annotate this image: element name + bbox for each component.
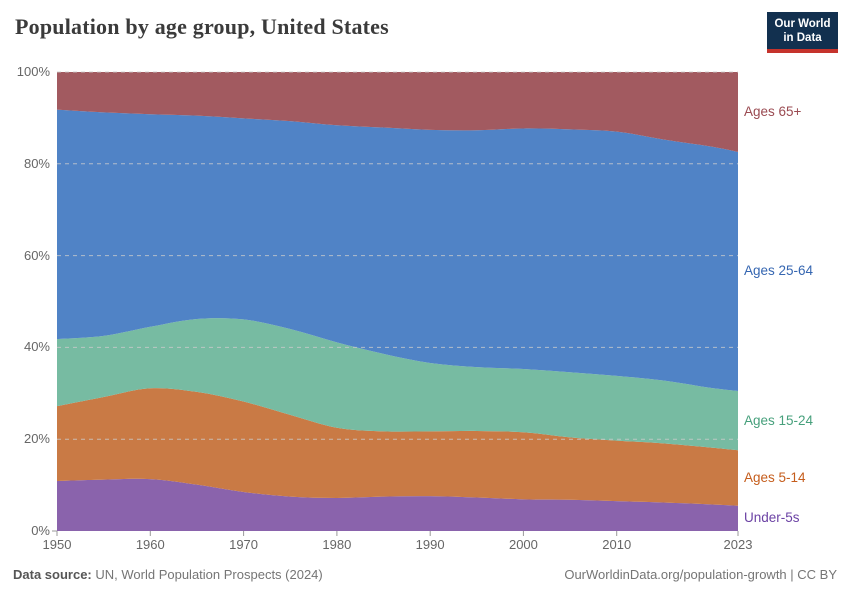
data-source-label: Data source:: [13, 567, 92, 582]
x-axis-label: 2000: [508, 537, 538, 552]
area-ages-65-[interactable]: [57, 72, 738, 152]
credit-link[interactable]: OurWorldinData.org/population-growth | C…: [564, 567, 837, 582]
owid-logo-line2: in Data: [783, 32, 822, 44]
y-axis-label: 20%: [23, 431, 50, 447]
legend-label-ages-15-24[interactable]: Ages 15-24: [744, 412, 814, 428]
x-axis-label: 2023: [723, 537, 753, 552]
area-ages-5-14[interactable]: [57, 388, 738, 506]
y-axis-label: 0%: [31, 523, 50, 538]
page-title: Population by age group, United States: [15, 14, 389, 39]
area-ages-15-24[interactable]: [57, 318, 738, 451]
legend-label-under-5s[interactable]: Under-5s: [744, 510, 800, 526]
y-axis-label: 100%: [16, 64, 50, 79]
chart-footer: Data source: UN, World Population Prospe…: [0, 567, 850, 582]
data-source-note: Data source: UN, World Population Prospe…: [13, 567, 323, 582]
area-ages-25-64[interactable]: [57, 109, 738, 391]
area-under-5s[interactable]: [57, 478, 738, 531]
legend-label-ages-65-plus[interactable]: Ages 65+: [744, 103, 802, 119]
owid-logo[interactable]: Our World in Data: [767, 12, 838, 53]
x-axis-label: 1980: [322, 537, 352, 552]
x-axis-label: 1990: [415, 537, 445, 552]
legend-label-ages-5-14[interactable]: Ages 5-14: [744, 469, 806, 485]
data-source-text: UN, World Population Prospects (2024): [95, 567, 323, 582]
y-axis-label: 80%: [23, 155, 50, 171]
x-axis-label: 1970: [229, 537, 259, 552]
x-axis-label: 2010: [602, 537, 632, 552]
y-axis-label: 60%: [23, 247, 50, 263]
owid-logo-line1: Our World: [774, 18, 831, 30]
legend-label-ages-25-64[interactable]: Ages 25-64: [744, 263, 814, 279]
x-axis-label: 1950: [42, 537, 72, 552]
y-axis-label: 40%: [23, 339, 50, 355]
x-axis-label: 1960: [135, 537, 165, 552]
